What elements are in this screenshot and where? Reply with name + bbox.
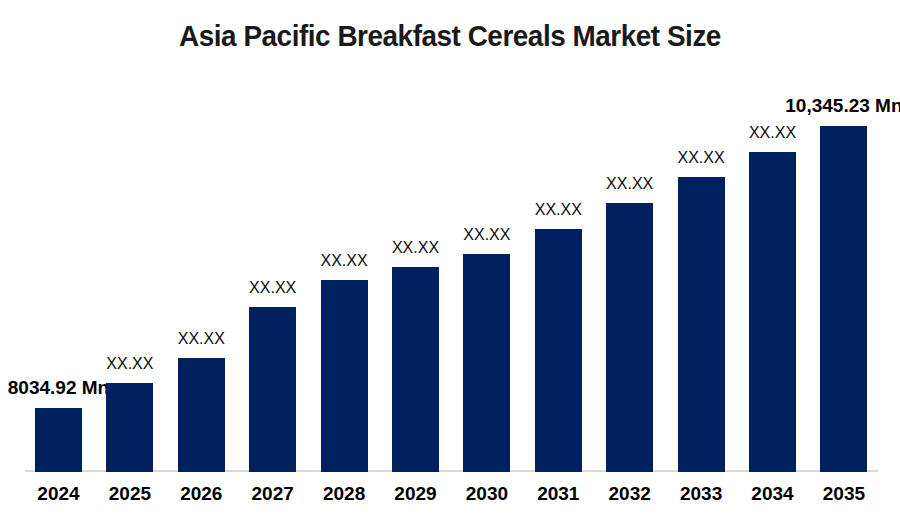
bar-2027 [249,307,296,472]
bar-value-label-2031: XX.XX [535,202,582,218]
bar-value-label-2030: XX.XX [463,227,510,243]
bar-value-label-2024: 8034.92 Mn [8,378,109,397]
bar-2033 [678,177,725,472]
bar-value-label-2027: XX.XX [249,280,296,296]
x-axis-label-2028: 2028 [323,484,365,503]
bar-2035 [820,126,867,472]
bar-2024 [35,408,82,472]
bar-value-label-2032: XX.XX [606,176,653,192]
bar-value-label-2026: XX.XX [178,331,225,347]
x-axis-label-2035: 2035 [823,484,865,503]
chart-canvas: Asia Pacific Breakfast Cereals Market Si… [0,0,900,525]
bar-2034 [749,152,796,472]
bar-2026 [178,358,225,472]
bar-2031 [535,229,582,472]
x-axis-label-2032: 2032 [609,484,651,503]
bar-value-label-2028: XX.XX [321,253,368,269]
bar-2029 [392,267,439,472]
bar-value-label-2035: 10,345.23 Mn [785,96,900,115]
bar-value-label-2029: XX.XX [392,240,439,256]
bar-2032 [606,203,653,472]
x-axis-label-2033: 2033 [680,484,722,503]
plot-area: 8034.92 Mn 2024 XX.XX 2025 XX.XX 2026 XX.XX 202… [0,0,900,525]
x-axis-label-2031: 2031 [537,484,579,503]
x-axis-label-2025: 2025 [109,484,151,503]
bar-value-label-2033: XX.XX [678,150,725,166]
bar-2028 [321,280,368,472]
x-axis-label-2029: 2029 [394,484,436,503]
bar-value-label-2034: XX.XX [749,125,796,141]
bar-2025 [106,383,153,472]
bar-value-label-2025: XX.XX [106,356,153,372]
x-axis-label-2030: 2030 [466,484,508,503]
x-axis-label-2034: 2034 [751,484,793,503]
x-axis-label-2027: 2027 [252,484,294,503]
bar-2030 [463,254,510,472]
x-axis-label-2024: 2024 [37,484,79,503]
x-axis-label-2026: 2026 [180,484,222,503]
